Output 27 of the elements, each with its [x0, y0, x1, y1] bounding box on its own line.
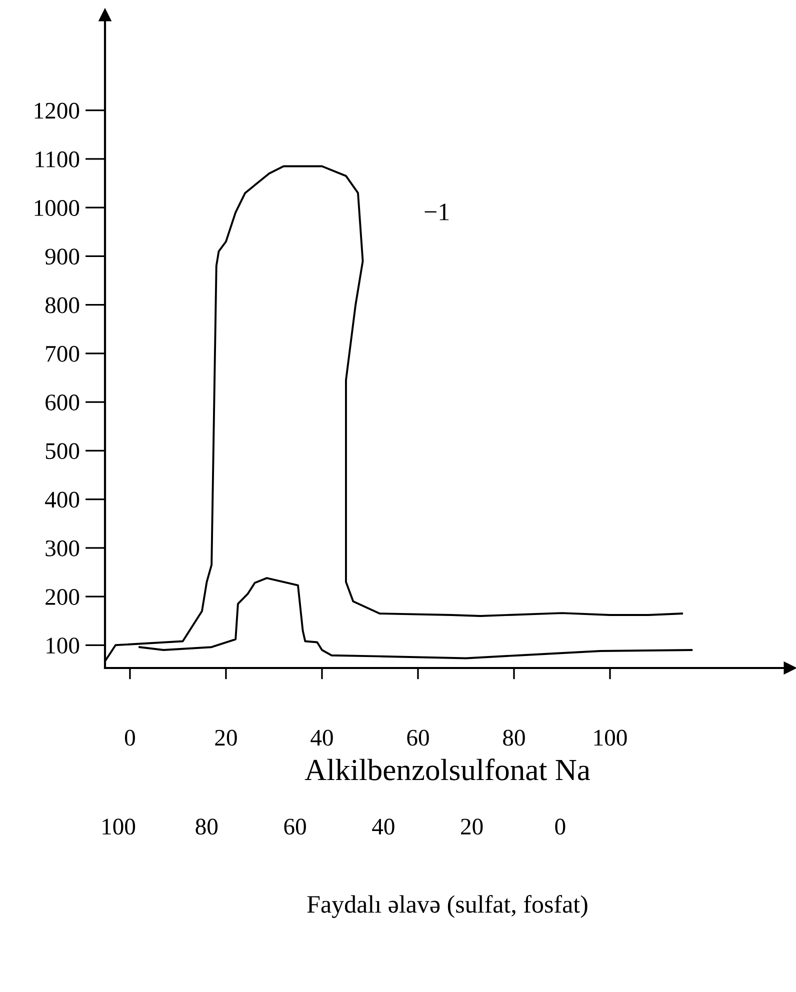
- y-tick-label: 900: [45, 248, 80, 265]
- y-tick-label: 1200: [34, 102, 80, 119]
- x2-axis-title: Faydalı əlavə (sulfat, fosfat): [307, 894, 588, 918]
- y-tick-label: 500: [46, 443, 80, 460]
- x2-tick-label: 0: [555, 818, 566, 835]
- x-axis-title: Alkilbenzolsulfonat Na: [304, 758, 590, 780]
- x2-tick-label: 40: [372, 818, 394, 835]
- x2-tick-label: 20: [461, 818, 483, 835]
- x-tick-label: 0: [124, 730, 135, 746]
- y-tick-label: 200: [46, 589, 80, 605]
- x-tick-label: 20: [215, 730, 237, 746]
- y-tick-label: 300: [46, 540, 80, 556]
- y-tick-label: 600: [46, 394, 80, 410]
- x-tick-label: 100: [594, 730, 627, 746]
- x2-tick-label: 100: [102, 818, 136, 835]
- y-tick-label: 1000: [34, 200, 80, 216]
- y-tick-label: 400: [45, 492, 80, 508]
- x-tick-label: 80: [503, 730, 525, 746]
- x-tick-label: 60: [407, 730, 429, 746]
- y-tick-label: 800: [45, 297, 80, 314]
- x2-tick-label: 60: [284, 818, 306, 835]
- y-tick-label: 1100: [36, 151, 80, 168]
- y-tick-label: 100: [46, 638, 80, 654]
- y-tick-label: 700: [46, 346, 80, 362]
- annotation: −1: [424, 204, 449, 220]
- x2-tick-label: 80: [196, 818, 218, 835]
- x-tick-label: 40: [310, 730, 333, 746]
